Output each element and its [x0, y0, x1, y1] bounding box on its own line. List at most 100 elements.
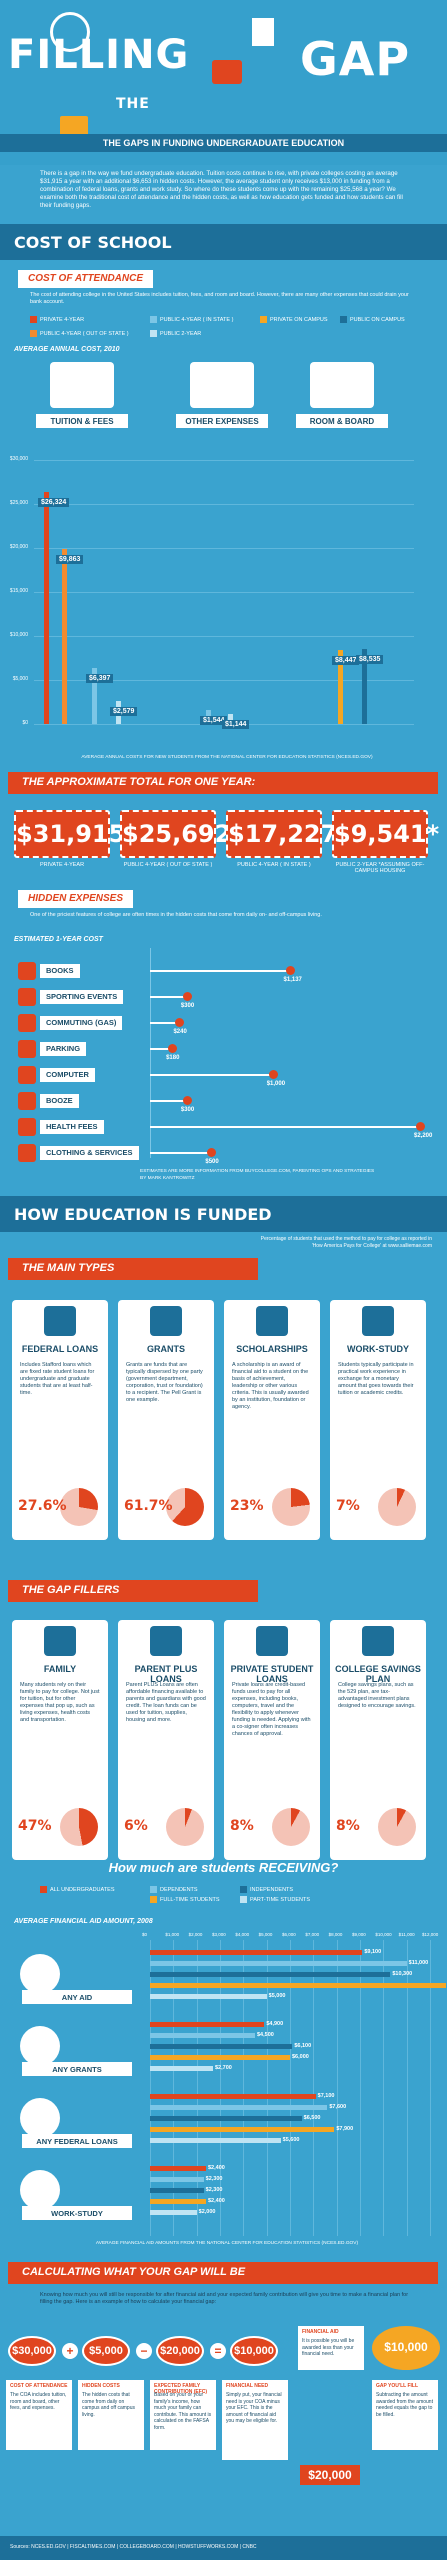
- gridline: [383, 1940, 385, 2236]
- aid-bar: [150, 2138, 281, 2143]
- group-icon: [20, 1954, 60, 1994]
- total-box: $25,692: [120, 810, 231, 858]
- category-tuition: TUITION & FEES: [36, 414, 128, 428]
- aid-bar: [150, 2199, 206, 2204]
- aid-bar: [150, 2116, 302, 2121]
- hidden-icon: [18, 1144, 36, 1162]
- hidden-icon: [18, 988, 36, 1006]
- calc-bubble: $10,000: [230, 2336, 278, 2366]
- aid-value: $2,000: [198, 2209, 216, 2215]
- intro-text: There is a gap in the way we fund underg…: [40, 170, 403, 209]
- total-box: $31,915: [14, 810, 125, 858]
- definition-box: COST OF ATTENDANCE The COA includes tuiti…: [6, 2380, 72, 2450]
- aid-value: $4,900: [266, 2021, 284, 2027]
- aid-group-label: WORK-STUDY: [22, 2206, 132, 2220]
- gridline: [34, 592, 414, 593]
- cost-bar: [92, 667, 97, 724]
- aid-value: $2,300: [205, 2187, 223, 2193]
- hidden-row: COMMUTING (GAS): [18, 1014, 148, 1032]
- calc-operator: +: [62, 2343, 78, 2359]
- legend-label: INDEPENDENTS: [250, 1886, 294, 1893]
- funded-note: Percentage of students that used the met…: [260, 1236, 432, 1249]
- hidden-marker: [182, 1096, 192, 1105]
- annual-cost-chart: $30,000 $25,000 $20,000 $15,000 $10,000 $5,00…: [0, 434, 447, 754]
- gridline: [173, 1940, 175, 2236]
- definition-title: FINANCIAL NEED: [226, 2383, 269, 2389]
- aid-bar: [150, 2166, 206, 2171]
- pie-chart: [378, 1488, 416, 1526]
- section-cost-of-school: COST OF SCHOOL: [0, 224, 447, 260]
- aid-value: $9,100: [364, 1949, 382, 1955]
- footer: Sources: NCES.ED.GOV | FISCALTIMES.COM |…: [0, 2536, 447, 2560]
- aid-value: $6,100: [294, 2043, 312, 2049]
- legend-swatch: [340, 316, 347, 323]
- hidden-value: $1,000: [266, 1081, 286, 1087]
- gridline: [266, 1940, 268, 2236]
- books-icon: [212, 60, 242, 84]
- hidden-marker: [268, 1070, 278, 1079]
- legend-item: PUBLIC 4-YEAR ( OUT OF STATE ): [30, 330, 129, 337]
- hidden-label: COMMUTING (GAS): [40, 1016, 123, 1030]
- y-tick-label: $25,000: [9, 500, 28, 506]
- calc-value: $20,000: [160, 2345, 200, 2357]
- aid-bar: [150, 2033, 255, 2038]
- hidden-row: SPORTING EVENTS: [18, 988, 148, 1006]
- receiving-title: How much are students RECEIVING?: [108, 1860, 339, 1875]
- hidden-bar: [150, 1126, 420, 1128]
- definition-text: Subtracting the amount awarded from the …: [376, 2392, 433, 2418]
- hidden-marker: [285, 966, 295, 975]
- hidden-bar: [150, 1100, 187, 1102]
- aid-value: $5,600: [282, 2137, 300, 2143]
- pie-chart: [272, 1808, 310, 1846]
- clock-icon: [50, 12, 90, 52]
- hidden-label: CLOTHING & SERVICES: [40, 1146, 139, 1160]
- annual-cost-source: AVERAGE ANNUAL COSTS FOR NEW STUDENTS FR…: [81, 755, 373, 760]
- card-percent: 8%: [230, 1818, 254, 1834]
- legend-swatch: [30, 316, 37, 323]
- legend-item: PUBLIC 4-YEAR ( IN STATE ): [150, 316, 233, 323]
- hidden-value: $300: [180, 1003, 195, 1009]
- gap-bridge-icon: [140, 95, 290, 137]
- card-text: College savings plans, such as the 529 p…: [338, 1682, 416, 1709]
- aid-bar: [150, 1961, 407, 1966]
- title-filling: FILLING: [8, 32, 190, 78]
- legend-item: DEPENDENTS: [150, 1886, 198, 1893]
- hidden-bar: [150, 1048, 173, 1050]
- aid-bar: [150, 2105, 328, 2110]
- aid-value: $4,500: [257, 2032, 274, 2038]
- definition-box: HIDDEN COSTS The hidden costs that come f…: [78, 2380, 144, 2450]
- hidden-chart-title: ESTIMATED 1-YEAR COST: [14, 936, 103, 943]
- aid-value: $6,500: [303, 2115, 321, 2121]
- card-percent: 7%: [336, 1498, 360, 1514]
- pie-chart: [166, 1808, 204, 1846]
- card-icon: [44, 1626, 76, 1656]
- cost-bar-label: $1,544: [200, 716, 228, 726]
- definition-box: EXPECTED FAMILY CONTRIBUTION (EFC) Based …: [150, 2380, 216, 2450]
- x-tick-label: $10,000: [375, 1932, 392, 1937]
- tuition-icon: [50, 362, 114, 408]
- main-types-ribbon: THE MAIN TYPES: [8, 1258, 258, 1280]
- legend-label: PUBLIC 4-YEAR ( IN STATE ): [160, 316, 234, 323]
- hidden-bar: [150, 1074, 273, 1076]
- definition-title: GAP YOU'LL FILL: [376, 2383, 419, 2389]
- definition-text: Simply put, your financial need is your …: [226, 2392, 282, 2424]
- definition-title: HIDDEN COSTS: [82, 2383, 120, 2389]
- title-the: THE: [116, 96, 150, 112]
- hidden-row: HEALTH FEES: [18, 1118, 148, 1136]
- legend-label: PRIVATE 4-YEAR: [40, 316, 85, 323]
- hidden-value: $180: [166, 1055, 180, 1061]
- calculating-ribbon: CALCULATING WHAT YOUR GAP WILL BE: [8, 2262, 438, 2284]
- hidden-source: ESTIMATES ARE MORE INFORMATION FROM BUYC…: [140, 1169, 375, 1181]
- card-title: FEDERAL LOANS: [21, 1344, 99, 1354]
- gridline: [430, 1940, 431, 2236]
- definition-text: Based on your or your family's income, h…: [154, 2392, 212, 2431]
- calc-operator: −: [136, 2343, 152, 2359]
- gridline: [196, 1940, 198, 2236]
- gap-fillers-title: THE GAP FILLERS: [22, 1584, 120, 1596]
- cost-bar: [228, 713, 233, 724]
- pie-chart: [60, 1808, 98, 1846]
- hidden-row: PARKING: [18, 1040, 148, 1058]
- cost-bar-label: $9,863: [56, 555, 84, 565]
- card-text: Parent PLUS Loans are often affordable f…: [126, 1682, 206, 1723]
- financial-aid-box: FINANCIAL AID It is possible you will be…: [298, 2326, 364, 2370]
